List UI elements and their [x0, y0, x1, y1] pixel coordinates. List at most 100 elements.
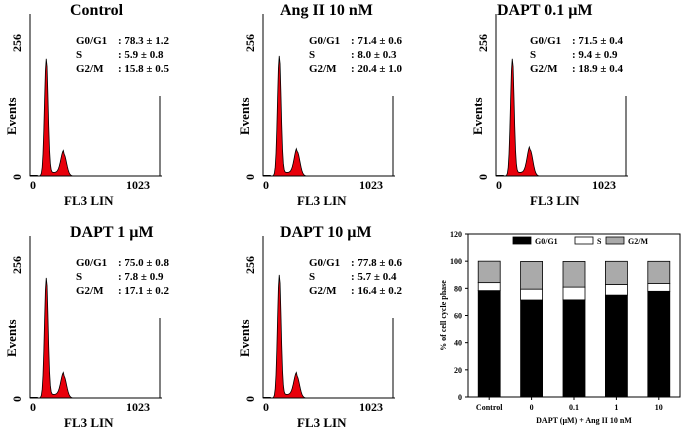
legend-label: G2/M	[628, 237, 648, 246]
histogram-plot	[262, 14, 395, 177]
bar-segment-s	[605, 284, 628, 296]
phase-label: G2/M	[309, 63, 337, 75]
histogram-panel: Ang II 10 nM G0/G1 : 71.4 ± 0.6 S : 8.0 ± 0.…	[233, 2, 458, 208]
bar-segment-g0-g1	[477, 290, 501, 398]
bar-segment-g0-g1	[562, 299, 586, 398]
phase-stat-row: G2/M : 17.1 ± 0.2	[76, 284, 169, 298]
phase-value: : 18.9 ± 0.4	[572, 63, 623, 75]
phase-stats: G0/G1: 75.0 ± 0.8 S: 7.8 ± 0.9 G2/M: 17.1 …	[76, 256, 169, 298]
bar-segment-g2-m	[562, 261, 586, 288]
phase-stat-row: G2/M : 16.4 ± 0.2	[309, 284, 402, 298]
bar-segment-s	[520, 288, 543, 301]
phase-label: G2/M	[76, 285, 104, 297]
phase-value: : 8.0 ± 0.3	[351, 49, 397, 61]
legend-swatch	[512, 236, 532, 245]
y-tick-label: 60	[454, 312, 462, 321]
phase-value: : 78.3 ± 1.2	[118, 35, 169, 47]
phase-stat-row: S : 5.7 ± 0.4	[309, 270, 402, 284]
phase-label: S	[76, 271, 83, 283]
x-tick-label: 0.1	[569, 403, 579, 412]
phase-stat-row: G0/G1 : 71.4 ± 0.6	[309, 34, 402, 48]
phase-value: : 71.4 ± 0.6	[351, 35, 402, 47]
histogram-panel: DAPT 0.1 µM G0/G1 : 71.5 ± 0.4 S: 9.4 ± 0.9…	[466, 2, 691, 208]
bar-segment-g2-m	[647, 260, 671, 284]
phase-value: : 7.8 ± 0.9	[118, 271, 164, 283]
phase-stats: G0/G1 : 78.3 ± 1.2 S : 5.9 ± 0.8 G2/M: 15.8 …	[76, 34, 169, 76]
x-axis-label: FL3 LIN	[297, 415, 347, 430]
y-tick-label: 80	[454, 284, 462, 293]
x-axis-label: FL3 LIN	[64, 415, 114, 430]
phase-value: : 5.9 ± 0.8	[118, 49, 164, 61]
x-tick-max: 1023	[359, 400, 383, 414]
histogram-panel: Control G0/G1: 78.3 ± 1.2 S: 5.9 ± 0.8 G2/M…	[0, 2, 225, 208]
phase-label: G2/M	[530, 63, 558, 75]
y-tick-label: 20	[454, 366, 462, 375]
y-tick-label: 120	[450, 230, 462, 239]
phase-value: : 75.0 ± 0.8	[118, 257, 169, 269]
phase-stat-row: G2/M : 20.4 ± 1.0	[309, 62, 402, 76]
phase-label: G2/M	[76, 63, 104, 75]
y-tick-label: 40	[454, 339, 462, 348]
x-axis-label: FL3 LIN	[530, 193, 580, 208]
phase-stat-row: G0/G1 : 78.3 ± 1.2	[76, 34, 169, 48]
phase-label: G0/G1	[309, 257, 341, 269]
panel-title: Control	[70, 2, 124, 19]
phase-label: G0/G1	[530, 35, 562, 47]
phase-stat-row: G2/M : 18.9 ± 0.4	[530, 62, 623, 76]
phase-stats: G0/G1: 77.8 ± 0.6 S : 5.7 ± 0.4 G2/M : 16.4 …	[309, 256, 402, 298]
phase-stat-row: G0/G1: 77.8 ± 0.6	[309, 256, 402, 270]
legend-label: G0/G1	[535, 237, 558, 246]
y-tick-label: 0	[458, 393, 462, 402]
histogram-plot	[262, 236, 395, 399]
bar-segment-s	[477, 282, 501, 292]
phase-value: : 17.1 ± 0.2	[118, 285, 169, 297]
phase-label: S	[76, 49, 83, 61]
x-tick-min: 0	[30, 178, 36, 192]
phase-stats: G0/G1 : 71.4 ± 0.6 S : 8.0 ± 0.3 G2/M : 20.4 …	[309, 34, 402, 76]
bar-segment-g2-m	[605, 260, 628, 285]
legend-swatch	[574, 236, 594, 245]
phase-value: : 71.5 ± 0.4	[572, 35, 623, 47]
phase-label: G2/M	[309, 285, 337, 297]
phase-stat-row: S: 9.4 ± 0.9	[530, 48, 623, 62]
bar-segment-g0-g1	[647, 290, 671, 398]
bar-segment-g0-g1	[520, 299, 543, 398]
phase-label: S	[309, 271, 316, 283]
histogram-plot	[29, 14, 162, 177]
histogram-panel: DAPT 1 µM G0/G1: 75.0 ± 0.8 S: 7.8 ± 0.9 G2…	[0, 224, 225, 430]
panel-title: DAPT 0.1 µM	[497, 2, 593, 19]
x-tick-min: 0	[496, 178, 502, 192]
x-tick-label: 1	[614, 403, 618, 412]
bar-segment-s	[647, 283, 671, 292]
phase-value: : 20.4 ± 1.0	[351, 63, 402, 75]
histogram-plot	[495, 14, 628, 177]
x-tick-max: 1023	[126, 178, 150, 192]
panel-title: DAPT 1 µM	[70, 224, 154, 241]
histogram-plot	[29, 236, 162, 399]
x-tick-label: 10	[655, 403, 663, 412]
bar-segment-g2-m	[477, 260, 501, 284]
panel-title: Ang II 10 nM	[280, 2, 373, 19]
x-tick-max: 1023	[126, 400, 150, 414]
phase-value: : 16.4 ± 0.2	[351, 285, 402, 297]
phase-value: : 5.7 ± 0.4	[351, 271, 397, 283]
x-axis-label: FL3 LIN	[297, 193, 347, 208]
phase-label: S	[309, 49, 316, 61]
x-axis-label: DAPT (µM) + Ang II 10 nM	[536, 416, 632, 425]
phase-stat-row: S : 7.8 ± 0.9	[76, 270, 169, 284]
x-tick-label: Control	[476, 403, 503, 412]
bar-segment-g2-m	[520, 261, 543, 290]
x-tick-max: 1023	[592, 178, 616, 192]
x-tick-min: 0	[30, 400, 36, 414]
panel-title: DAPT 10 µM	[280, 224, 372, 241]
legend-swatch	[605, 236, 625, 245]
x-tick-max: 1023	[359, 178, 383, 192]
phase-label: G0/G1	[309, 35, 341, 47]
y-axis-label: % of cell cycle phase	[439, 280, 448, 351]
x-tick-min: 0	[263, 178, 269, 192]
phase-value: : 9.4 ± 0.9	[572, 49, 618, 61]
phase-stat-row: G2/M: 15.8 ± 0.5	[76, 62, 169, 76]
phase-stat-row: G0/G1 : 71.5 ± 0.4	[530, 34, 623, 48]
phase-label: G0/G1	[76, 35, 108, 47]
